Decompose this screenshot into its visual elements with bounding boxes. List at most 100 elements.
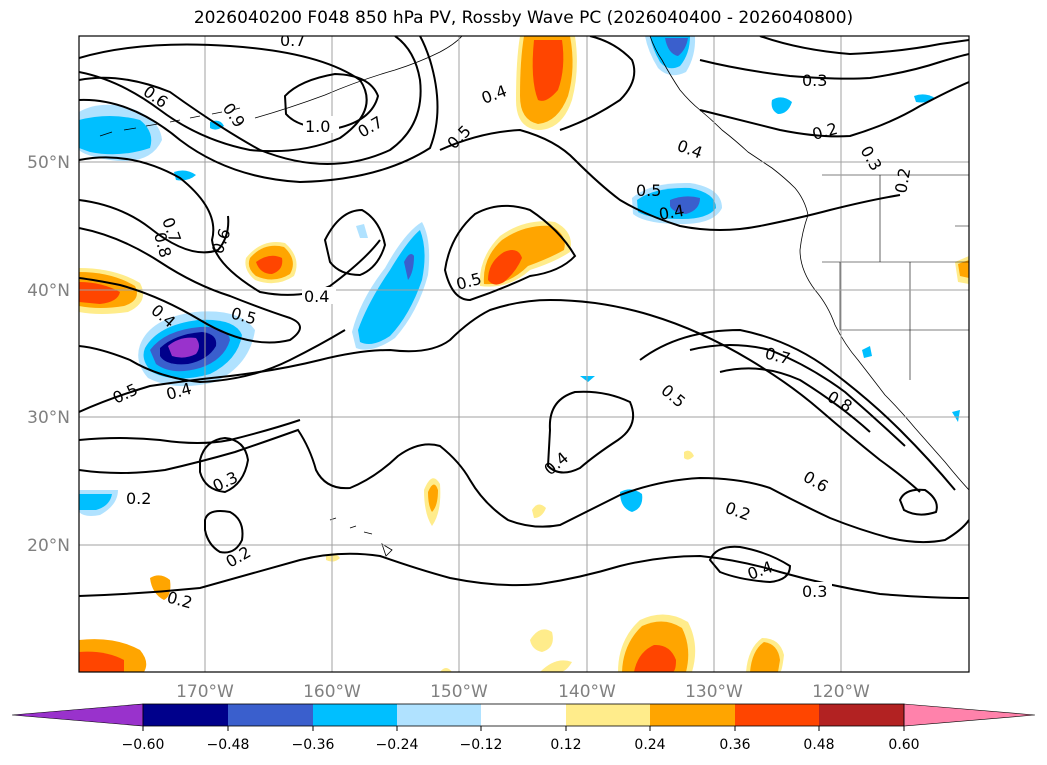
- colorbar-tick-label: −0.36: [292, 737, 335, 753]
- lon-tick-label: 170°W: [176, 682, 234, 702]
- anomaly-negative: [862, 346, 872, 358]
- colorbar-swatch: [566, 704, 650, 726]
- contour-line: [79, 428, 969, 544]
- anomaly-negative: [79, 494, 112, 510]
- anomaly-negative: [356, 224, 368, 238]
- contour-label: 0.4: [304, 287, 329, 306]
- anomaly-positive: [684, 450, 694, 460]
- anomaly-negative: [79, 116, 152, 155]
- anomaly-positive: [634, 644, 676, 672]
- map-plot-area: 0.7 0.6 0.9 1.0 0.7 0.4 0.5 0.4 0.3 0.2 …: [79, 31, 969, 672]
- colorbar-frame: [142, 703, 905, 727]
- anomaly-negative: [665, 38, 688, 56]
- lon-tick-label: 130°W: [685, 682, 743, 702]
- anomaly-positive: [79, 651, 124, 672]
- filled-anomalies: [79, 36, 969, 672]
- contour-line: [199, 436, 250, 494]
- contour-label: 0.3: [802, 582, 827, 601]
- colorbar-swatch: [735, 704, 819, 726]
- lat-tick-label: 50°N: [27, 153, 70, 173]
- lat-tick-label: 40°N: [27, 281, 70, 301]
- contour-line: [79, 36, 422, 165]
- contour-line: [79, 156, 381, 296]
- contour-line: [759, 36, 969, 56]
- lon-tick-label: 140°W: [558, 682, 616, 702]
- colorbar-swatch: [819, 704, 904, 726]
- hawaiian-islands: [329, 517, 393, 557]
- contour-line: [639, 328, 956, 491]
- anomaly-positive: [540, 660, 572, 672]
- contour-line: [699, 53, 969, 80]
- contour-line: [79, 36, 439, 184]
- anomaly-negative: [620, 489, 643, 512]
- contour-line: [699, 81, 969, 138]
- contour-line: [79, 227, 301, 344]
- lat-tick-label: 20°N: [27, 536, 70, 556]
- anomaly-positive: [79, 282, 120, 304]
- colorbar-tick-label: 0.48: [803, 737, 834, 753]
- contour-label: 0.3: [802, 71, 827, 90]
- contour-label: 0.5: [636, 181, 661, 200]
- pv-contours: [79, 36, 969, 599]
- map-frame: [78, 35, 970, 673]
- contour-line: [79, 329, 346, 384]
- colorbar-tick-label: 0.12: [550, 737, 581, 753]
- chart-title: 2026040200 F048 850 hPa PV, Rossby Wave …: [193, 8, 854, 28]
- contour-line: [204, 510, 244, 554]
- anomaly-positive: [428, 484, 438, 512]
- colorbar-ticks: [142, 726, 905, 731]
- colorbar: −0.60 −0.48 −0.36 −0.24 −0.12 0.12 0.24 …: [11, 703, 1036, 753]
- colorbar-extend-low: [11, 703, 144, 727]
- anomaly-positive: [440, 668, 452, 672]
- contour-line: [898, 488, 938, 516]
- lat-tick-label: 30°N: [27, 408, 70, 428]
- colorbar-swatch: [313, 704, 397, 726]
- lon-tick-label: 120°W: [812, 682, 870, 702]
- contour-line: [79, 43, 368, 153]
- contour-line: [559, 36, 636, 131]
- colorbar-tick-label: 0.36: [719, 737, 750, 753]
- anomaly-negative: [168, 337, 199, 358]
- anomaly-positive: [532, 504, 546, 518]
- colorbar-swatch: [481, 704, 566, 726]
- axis-ticks: 170°W 160°W 150°W 140°W 130°W 120°W 50°N…: [27, 153, 870, 702]
- contour-label: 0.7: [280, 31, 305, 50]
- colorbar-tick-label: −0.60: [122, 737, 165, 753]
- contour-line: [79, 199, 230, 254]
- anomaly-negative: [952, 410, 960, 422]
- contour-label: 0.2: [126, 489, 151, 508]
- anomaly-negative: [771, 97, 792, 114]
- contour-line: [443, 204, 577, 302]
- anomaly-positive: [530, 629, 553, 652]
- contour-line: [719, 367, 871, 433]
- lon-tick-label: 160°W: [303, 682, 361, 702]
- contour-line: [79, 298, 921, 493]
- contour-line: [708, 545, 792, 584]
- contour-line: [439, 128, 901, 231]
- anomaly-positive: [150, 575, 171, 600]
- colorbar-tick-label: 0.24: [634, 737, 665, 753]
- colorbar-tick-label: −0.24: [376, 737, 419, 753]
- contour-label: 0.2: [891, 166, 914, 194]
- lon-tick-label: 150°W: [430, 682, 488, 702]
- anomaly-negative: [404, 254, 414, 280]
- colorbar-tick-label: −0.12: [460, 737, 503, 753]
- colorbar-swatch: [228, 704, 313, 726]
- colorbar-extend-high: [903, 703, 1036, 727]
- anomaly-positive: [958, 260, 969, 278]
- contour-label: 1.0: [305, 117, 330, 136]
- colorbar-tick-label: 0.60: [888, 737, 919, 753]
- contour-line: [323, 208, 387, 277]
- anomaly-positive: [750, 642, 780, 672]
- contour-label: 0.4: [657, 201, 685, 224]
- state-borders: [822, 174, 969, 380]
- colorbar-swatch: [143, 704, 228, 726]
- colorbar-swatch: [650, 704, 735, 726]
- colorbar-tick-label: −0.48: [207, 737, 250, 753]
- alaska-peninsula: [254, 36, 463, 119]
- anomaly-positive: [488, 250, 522, 285]
- anomaly-positive: [532, 40, 564, 101]
- colorbar-swatch: [397, 704, 481, 726]
- anomaly-negative: [670, 196, 700, 214]
